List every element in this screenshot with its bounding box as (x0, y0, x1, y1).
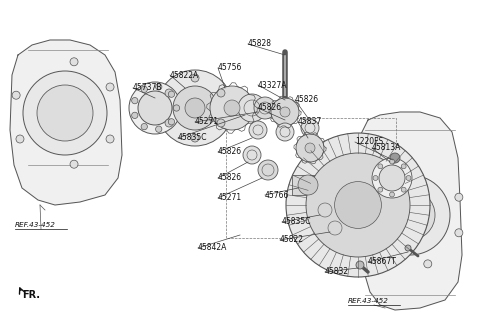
Text: 45826: 45826 (218, 173, 242, 183)
Text: 45737B: 45737B (133, 83, 163, 92)
Text: 45271: 45271 (218, 194, 242, 203)
Circle shape (390, 192, 395, 197)
Text: 1220FS: 1220FS (355, 137, 383, 146)
Text: 45756: 45756 (218, 64, 242, 73)
Circle shape (138, 91, 172, 125)
Circle shape (191, 74, 199, 82)
Circle shape (210, 86, 254, 130)
Circle shape (385, 190, 435, 240)
Circle shape (372, 158, 412, 198)
Text: REF.43-452: REF.43-452 (348, 298, 389, 304)
Text: FR.: FR. (22, 290, 40, 300)
Circle shape (390, 159, 395, 164)
Circle shape (141, 124, 147, 130)
Text: 45271: 45271 (195, 117, 219, 126)
Circle shape (378, 164, 383, 169)
Circle shape (296, 134, 324, 162)
Circle shape (335, 182, 382, 229)
Circle shape (243, 146, 261, 164)
Bar (226, 118, 396, 238)
Circle shape (165, 89, 173, 97)
Polygon shape (355, 112, 462, 310)
Text: 45813A: 45813A (372, 143, 401, 152)
Text: 45832: 45832 (325, 267, 349, 276)
Circle shape (173, 86, 217, 130)
Circle shape (168, 91, 175, 97)
Circle shape (313, 198, 337, 222)
Text: REF.43-452: REF.43-452 (15, 222, 56, 228)
Circle shape (156, 126, 162, 132)
Circle shape (286, 133, 430, 277)
Circle shape (141, 86, 147, 92)
Text: 45826: 45826 (295, 96, 319, 105)
Text: 45835C: 45835C (178, 134, 207, 143)
Text: 45822: 45822 (280, 236, 304, 245)
Circle shape (12, 91, 20, 99)
Circle shape (258, 160, 278, 180)
Circle shape (70, 160, 78, 168)
Bar (292, 175, 324, 195)
Circle shape (390, 153, 400, 163)
Circle shape (298, 175, 318, 195)
Circle shape (401, 164, 406, 169)
Circle shape (249, 121, 267, 139)
Circle shape (238, 94, 266, 122)
Circle shape (370, 175, 450, 255)
Circle shape (280, 107, 290, 117)
Text: 45822A: 45822A (170, 71, 199, 80)
Text: 45828: 45828 (248, 39, 272, 48)
Circle shape (424, 260, 432, 268)
Circle shape (70, 58, 78, 66)
Circle shape (306, 153, 410, 257)
Circle shape (271, 98, 299, 126)
Circle shape (305, 143, 315, 153)
Circle shape (224, 100, 240, 116)
Circle shape (157, 70, 233, 146)
Circle shape (165, 119, 173, 127)
Circle shape (405, 245, 411, 251)
Text: 43327A: 43327A (258, 81, 288, 90)
Circle shape (37, 85, 93, 141)
Circle shape (106, 83, 114, 91)
Circle shape (185, 98, 205, 118)
Polygon shape (10, 40, 122, 205)
Circle shape (356, 197, 364, 205)
Circle shape (276, 123, 294, 141)
Text: 45835C: 45835C (282, 218, 312, 227)
Text: 45842A: 45842A (198, 244, 228, 253)
Circle shape (217, 119, 225, 127)
Circle shape (254, 97, 276, 119)
Circle shape (406, 159, 414, 167)
Circle shape (106, 135, 114, 143)
Circle shape (373, 176, 378, 180)
Text: 45837: 45837 (298, 117, 322, 126)
Circle shape (356, 261, 364, 269)
Circle shape (16, 135, 24, 143)
Circle shape (173, 105, 180, 111)
Circle shape (168, 119, 175, 125)
Circle shape (378, 187, 383, 192)
Text: 45766: 45766 (265, 190, 289, 199)
Circle shape (23, 71, 107, 155)
Circle shape (301, 119, 319, 137)
Circle shape (379, 165, 405, 191)
Circle shape (455, 193, 463, 201)
Circle shape (191, 134, 199, 142)
Circle shape (217, 89, 225, 97)
Circle shape (455, 229, 463, 237)
Circle shape (401, 187, 406, 192)
Text: 45826: 45826 (258, 103, 282, 112)
Circle shape (132, 98, 138, 104)
Circle shape (366, 244, 374, 252)
Circle shape (156, 84, 162, 90)
Circle shape (132, 112, 138, 118)
Text: 45826: 45826 (218, 148, 242, 157)
Text: 45867T: 45867T (368, 257, 397, 266)
Circle shape (406, 176, 411, 180)
Circle shape (322, 215, 348, 241)
Circle shape (129, 82, 181, 134)
